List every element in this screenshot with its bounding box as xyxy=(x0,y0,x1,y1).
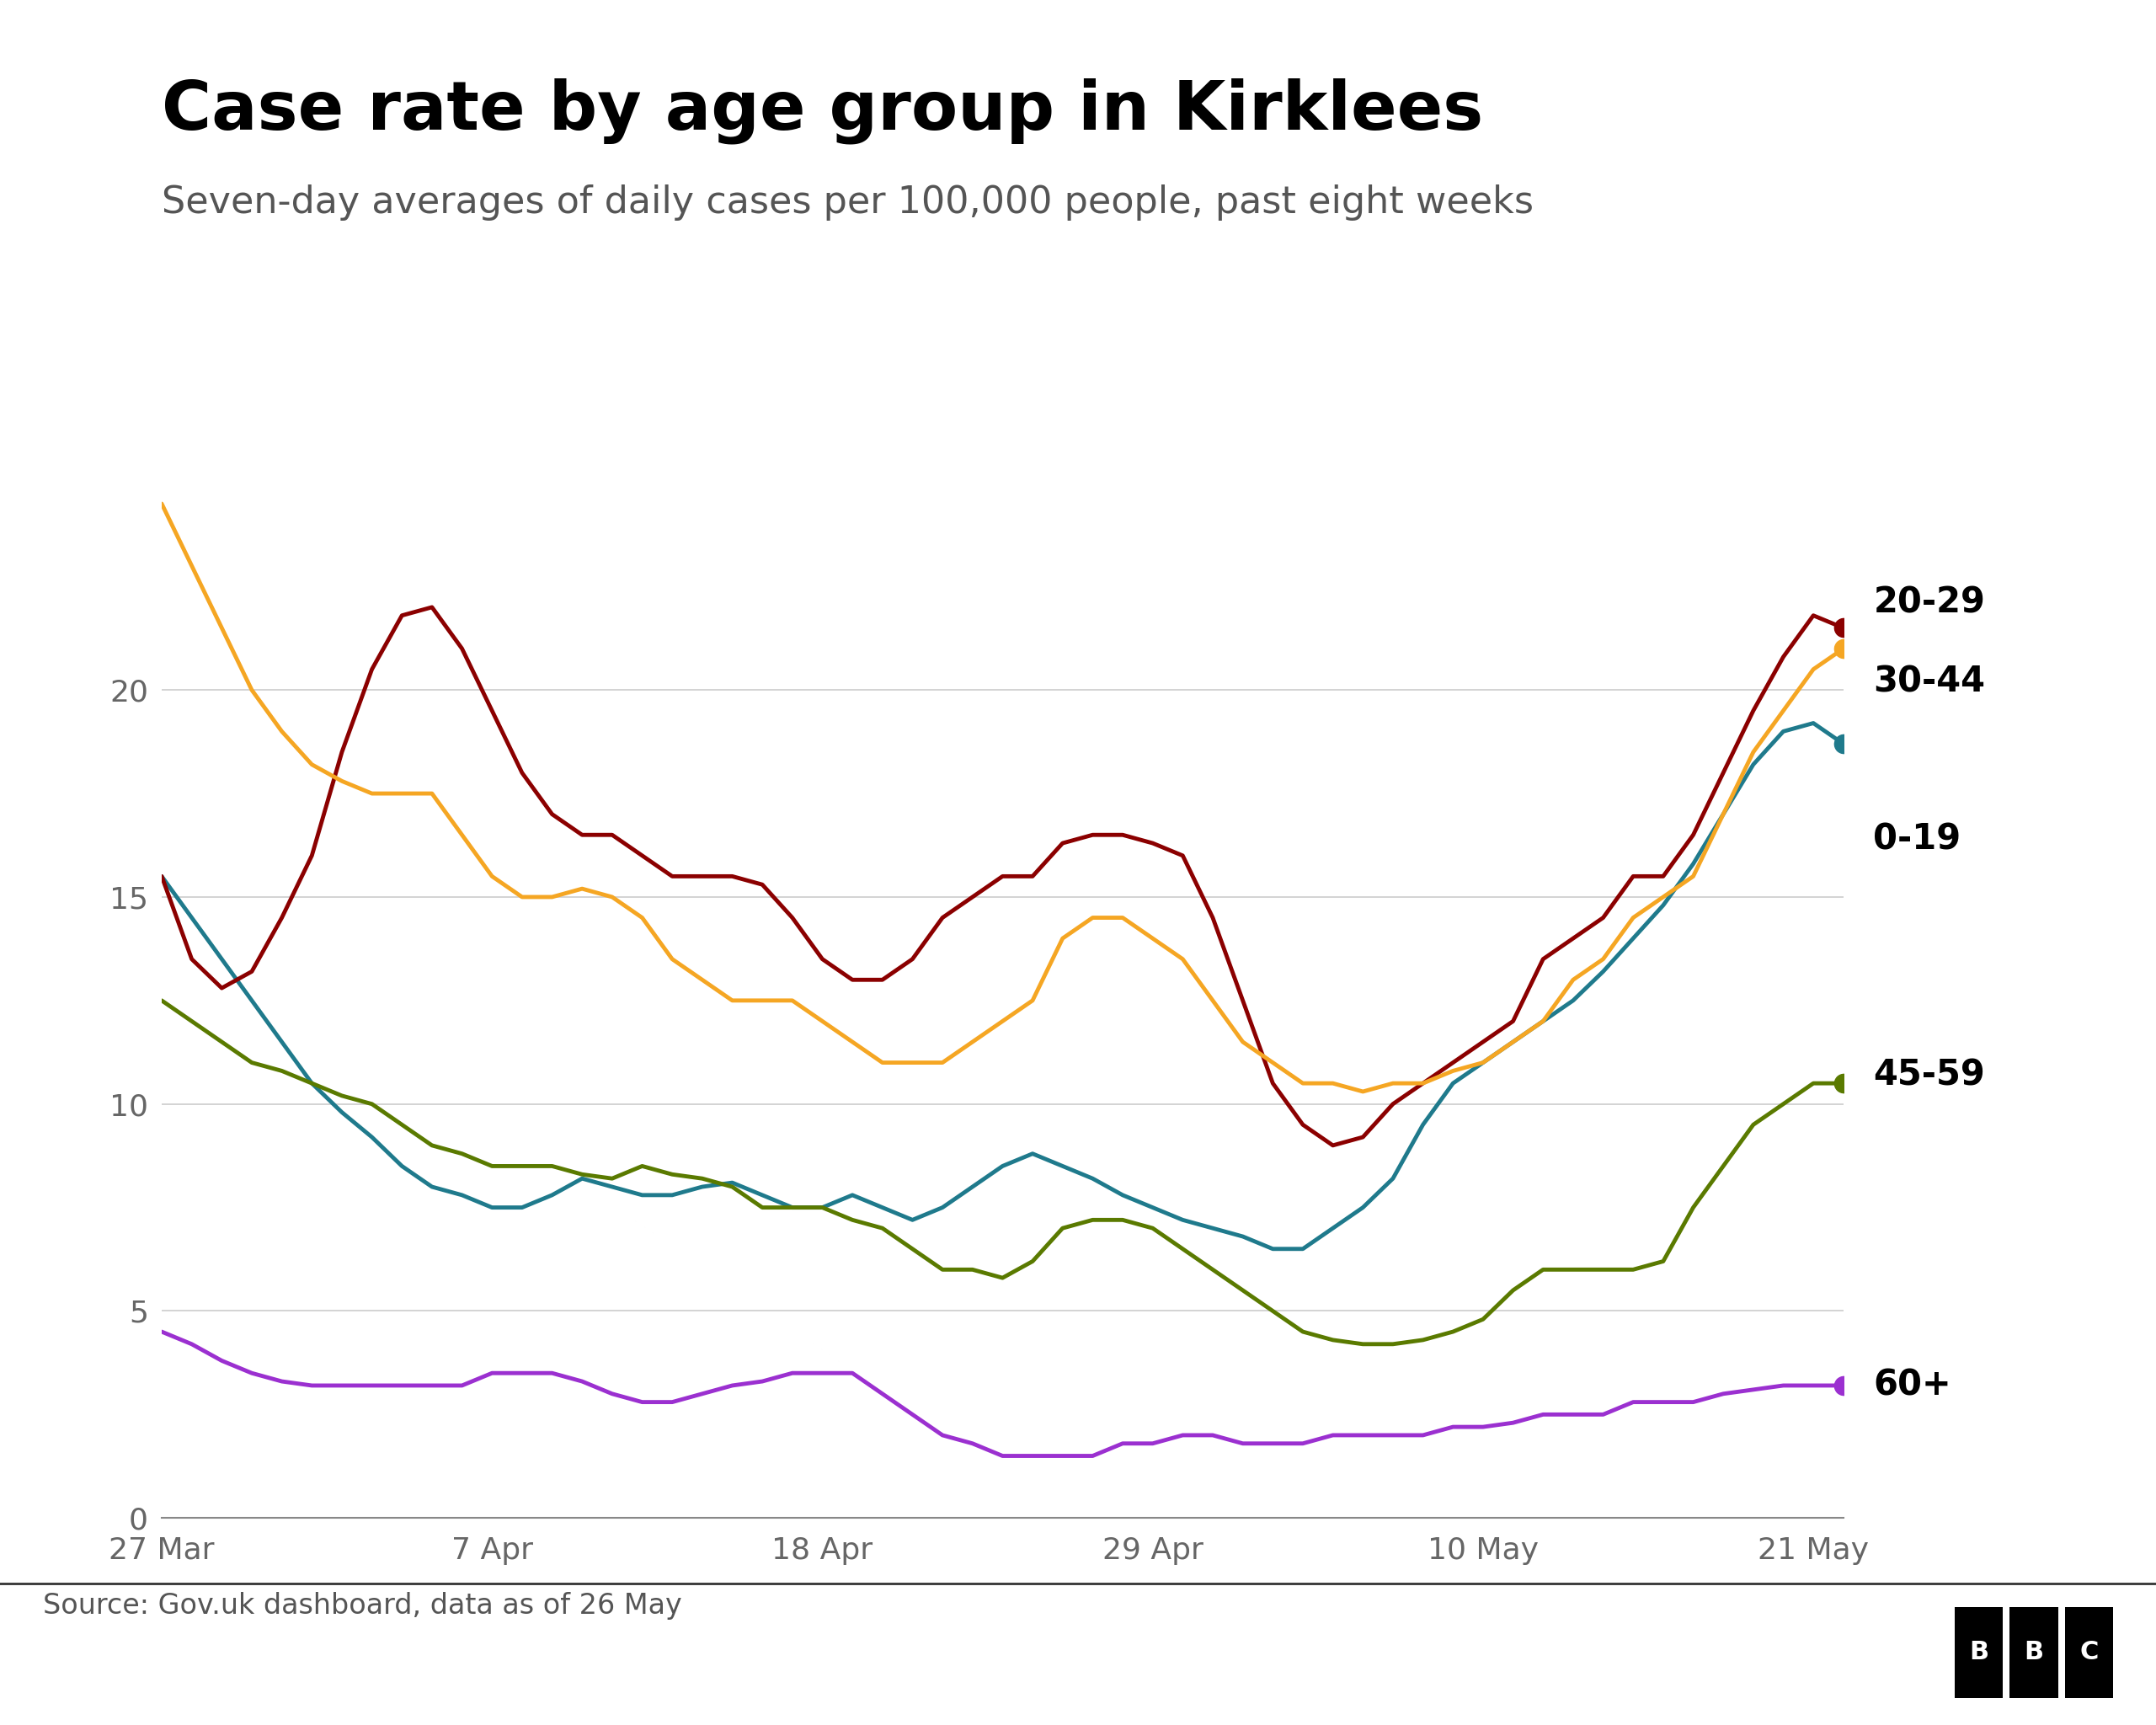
Bar xyxy=(1955,1608,2003,1697)
Text: 0-19: 0-19 xyxy=(1874,821,1962,857)
Text: Source: Gov.uk dashboard, data as of 26 May: Source: Gov.uk dashboard, data as of 26 … xyxy=(43,1592,681,1620)
Text: 60+: 60+ xyxy=(1874,1368,1951,1402)
Text: 30-44: 30-44 xyxy=(1874,664,1986,699)
Text: Case rate by age group in Kirklees: Case rate by age group in Kirklees xyxy=(162,78,1483,143)
Text: B: B xyxy=(1968,1640,1988,1665)
Text: 20-29: 20-29 xyxy=(1874,585,1986,621)
Text: 45-59: 45-59 xyxy=(1874,1057,1986,1092)
Text: C: C xyxy=(2081,1640,2098,1665)
Bar xyxy=(2065,1608,2113,1697)
Bar xyxy=(2009,1608,2059,1697)
Text: B: B xyxy=(2024,1640,2044,1665)
Text: Seven-day averages of daily cases per 100,000 people, past eight weeks: Seven-day averages of daily cases per 10… xyxy=(162,185,1533,221)
